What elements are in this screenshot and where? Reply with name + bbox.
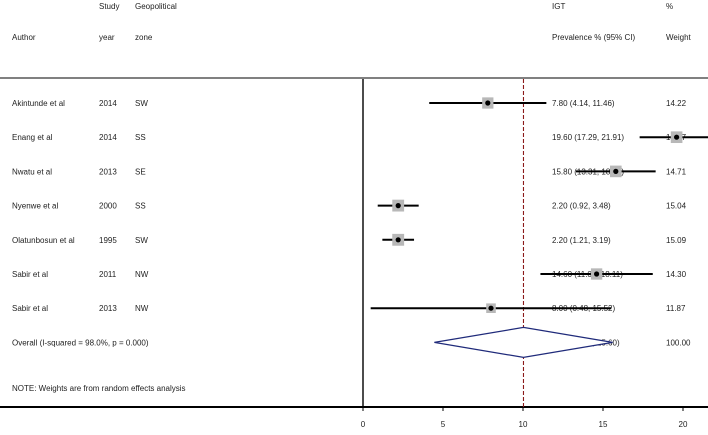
- study-year: 2013: [99, 167, 117, 176]
- study-zone: SE: [135, 167, 146, 176]
- study-year: 2000: [99, 202, 117, 211]
- study-zone: NW: [135, 304, 149, 313]
- study-ci: 2.20 (1.21, 3.19): [552, 236, 611, 245]
- study-year: 2014: [99, 133, 117, 142]
- study-year: 2013: [99, 304, 117, 313]
- study-author: Olatunbosun et al: [12, 236, 75, 245]
- study-author: Akintunde et al: [12, 99, 65, 108]
- x-tick-label: 20: [679, 420, 688, 429]
- header-year-line1: Study: [99, 2, 120, 11]
- point-estimate: [395, 203, 401, 209]
- point-estimate: [674, 134, 680, 140]
- x-tick-label: 15: [599, 420, 608, 429]
- study-ci: 7.80 (4.14, 11.46): [552, 99, 615, 108]
- study-zone: NW: [135, 270, 149, 279]
- study-year: 1995: [99, 236, 117, 245]
- study-year: 2014: [99, 99, 117, 108]
- study-zone: SS: [135, 202, 146, 211]
- study-weight: 11.87: [666, 304, 686, 313]
- header-year-line2: year: [99, 33, 115, 42]
- point-estimate: [488, 305, 494, 311]
- study-weight: 14.30: [666, 270, 687, 279]
- header-author-line2: Author: [12, 33, 36, 42]
- study-zone: SW: [135, 236, 148, 245]
- x-tick-label: 0: [361, 420, 366, 429]
- header-prevalence-line2: Prevalence % (95% CI): [552, 33, 636, 42]
- study-author: Nyenwe et al: [12, 202, 58, 211]
- study-weight: 14.22: [666, 99, 687, 108]
- point-estimate: [594, 271, 600, 277]
- study-weight: 15.09: [666, 236, 687, 245]
- point-estimate: [613, 168, 619, 174]
- header-prevalence-line1: IGT: [552, 2, 566, 11]
- header-zone-line2: zone: [135, 33, 153, 42]
- point-estimate: [395, 237, 401, 243]
- footnote: NOTE: Weights are from random effects an…: [12, 384, 186, 393]
- study-ci: 2.20 (0.92, 3.48): [552, 202, 611, 211]
- x-tick-label: 10: [519, 420, 528, 429]
- overall-diamond: [434, 326, 613, 359]
- study-zone: SS: [135, 133, 146, 142]
- x-tick-label: 5: [441, 420, 446, 429]
- header-weight-line2: Weight: [666, 33, 691, 42]
- overall-label: Overall (I-squared = 98.0%, p = 0.000): [12, 338, 149, 347]
- header-zone-line1: Geopolitical: [135, 2, 177, 11]
- study-year: 2011: [99, 270, 117, 279]
- study-weight: 14.71: [666, 167, 687, 176]
- study-zone: SW: [135, 99, 148, 108]
- study-author: Enang et al: [12, 133, 53, 142]
- study-ci: 19.60 (17.29, 21.91): [552, 133, 624, 142]
- study-author: Sabir et al: [12, 270, 48, 279]
- study-author: Sabir et al: [12, 304, 48, 313]
- header-weight-line1: %: [666, 2, 674, 11]
- overall-weight: 100.00: [666, 338, 691, 347]
- study-author: Nwatu et al: [12, 167, 52, 176]
- study-weight: 15.04: [666, 202, 687, 211]
- point-estimate: [485, 100, 491, 106]
